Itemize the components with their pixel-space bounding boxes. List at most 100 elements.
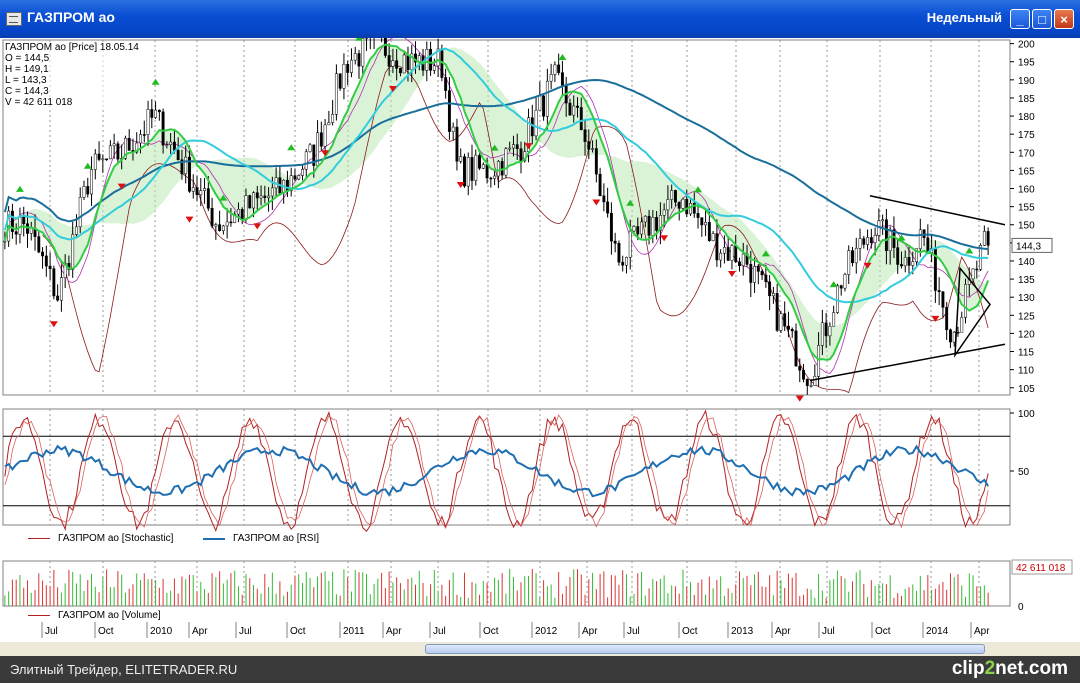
candle-body (350, 59, 353, 73)
candle-body (869, 237, 873, 243)
candle-body (395, 60, 399, 69)
ma-long-line (3, 78, 989, 251)
candle-body (455, 126, 459, 162)
time-label: Jul (239, 626, 252, 637)
candle-body (108, 145, 112, 160)
candle-body (218, 224, 222, 231)
candle-body (154, 109, 158, 118)
candle-body (101, 158, 105, 161)
candle-body (670, 190, 674, 200)
candle-body (809, 385, 813, 387)
candle-body (884, 219, 888, 251)
candle-body (236, 209, 240, 215)
candle-body (722, 247, 726, 254)
candle-body (176, 150, 180, 161)
scrollbar-thumb[interactable] (425, 644, 985, 654)
candle-body (862, 238, 866, 245)
price-chart[interactable]: Jul Oct 2010 Apr Jul Oct 2011 Apr Jul Oct 2012 Apr J… (0, 38, 1080, 642)
chart-window-icon (6, 12, 22, 26)
candle-body (135, 142, 139, 153)
candle-body (383, 38, 387, 56)
candle-body (900, 264, 903, 267)
candle-body (685, 198, 689, 215)
candle-body (775, 293, 779, 331)
down-fractal-arrow (388, 85, 397, 92)
volume-value-label: 42 611 018 (1016, 563, 1066, 574)
candle-body (847, 250, 851, 275)
candle-body (188, 156, 191, 192)
candle-body (512, 144, 515, 149)
time-label: Oct (682, 626, 698, 637)
candle-body (579, 107, 583, 131)
candle-body (828, 325, 832, 337)
ma-mid-line (3, 47, 989, 304)
watermark-post: net.com (995, 658, 1068, 679)
candle-body (907, 257, 911, 266)
candle-body (854, 247, 858, 264)
horizontal-scrollbar[interactable] (0, 642, 1080, 656)
candle-body (210, 208, 214, 227)
candle-body (628, 230, 632, 258)
time-label: Apr (582, 626, 598, 637)
candle-body (594, 148, 598, 175)
info-open: O = 144,5 (5, 53, 50, 64)
candle-body (771, 293, 775, 297)
candle-body (78, 197, 82, 228)
candle-body (44, 255, 48, 267)
time-label: 2013 (731, 626, 754, 637)
up-fractal-arrow (83, 162, 92, 169)
candle-body (662, 209, 666, 216)
legend-stochastic: ГАЗПРОМ ао [Stochastic] (28, 533, 173, 544)
time-label: Apr (775, 626, 791, 637)
candle-body (304, 151, 308, 170)
window-title-bar[interactable]: ГАЗПРОМ ао Недельный _ □ × (0, 0, 1080, 39)
candle-body (835, 285, 839, 313)
time-label: 2012 (535, 626, 558, 637)
candle-body (700, 217, 704, 226)
candle-body (391, 60, 395, 67)
candle-body (93, 153, 97, 170)
candle-body (530, 117, 534, 137)
candle-body (783, 313, 787, 327)
candle-body (37, 236, 41, 253)
candle-body (560, 72, 564, 86)
candle-body (146, 109, 150, 135)
volume-zero-label: 0 (1018, 602, 1024, 613)
legend-rsi: ГАЗПРОМ ао [RSI] (203, 533, 319, 544)
up-fractal-arrow (219, 194, 228, 201)
lagging-line (42, 65, 989, 394)
candle-body (71, 234, 75, 270)
candle-body (734, 245, 738, 263)
up-fractal-arrow (558, 53, 567, 60)
legend-rsi-label: ГАЗПРОМ ао [RSI] (233, 533, 319, 544)
candle-body (240, 209, 244, 220)
close-button[interactable]: × (1054, 9, 1074, 29)
up-fractal-arrow (151, 78, 160, 85)
candle-body (48, 265, 52, 269)
chart-area[interactable]: Jul Oct 2010 Apr Jul Oct 2011 Apr Jul Oct 2012 Apr J… (0, 38, 1080, 656)
candle-body (888, 229, 892, 251)
candle-body (719, 252, 723, 261)
candle-body (466, 157, 470, 187)
candle-body (161, 111, 165, 146)
candle-body (617, 243, 621, 263)
candle-body (839, 285, 843, 289)
minimize-button[interactable]: _ (1010, 9, 1030, 29)
candle-body (255, 192, 259, 199)
candle-body (90, 169, 93, 195)
watermark-pre: clip (951, 658, 985, 679)
up-fractal-arrow (15, 185, 24, 192)
window-title: ГАЗПРОМ ао (27, 9, 115, 25)
candle-body (346, 64, 350, 73)
maximize-button[interactable]: □ (1032, 9, 1052, 29)
candle-body (508, 147, 512, 150)
candle-body (150, 109, 154, 118)
price-tick-label: 120 (1018, 329, 1035, 340)
candle-body (911, 261, 915, 266)
candle-body (918, 229, 922, 249)
candle-body (338, 73, 342, 89)
price-tick-label: 150 (1018, 221, 1035, 232)
candle-body (696, 213, 700, 218)
candle-body (406, 54, 410, 70)
candle-body (225, 221, 229, 227)
